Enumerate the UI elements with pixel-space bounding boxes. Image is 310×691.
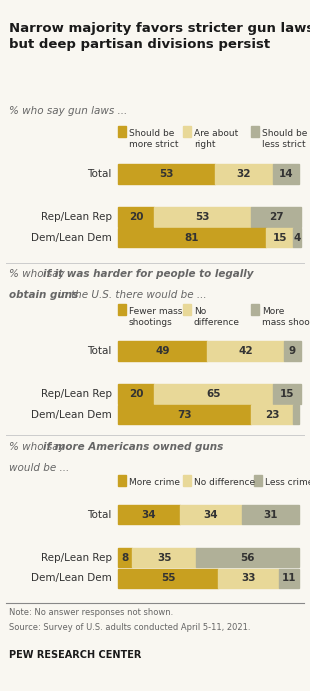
Bar [118, 405, 251, 424]
Text: 34: 34 [142, 510, 156, 520]
Text: Less crime: Less crime [265, 478, 310, 487]
Text: if more Americans owned guns: if more Americans owned guns [43, 442, 224, 452]
Bar [118, 384, 154, 404]
Text: 20: 20 [129, 389, 143, 399]
Text: 20: 20 [129, 212, 143, 222]
Bar [251, 304, 259, 315]
Bar [118, 228, 266, 247]
Text: 33: 33 [241, 574, 256, 583]
Text: No
difference: No difference [194, 307, 240, 327]
Text: 35: 35 [157, 553, 172, 562]
Bar [293, 228, 301, 247]
Text: 65: 65 [206, 389, 221, 399]
Bar [118, 207, 154, 227]
Bar [251, 126, 259, 137]
Text: 42: 42 [238, 346, 253, 356]
Bar [180, 505, 242, 524]
Text: Should be
less strict: Should be less strict [262, 129, 307, 149]
Text: No difference: No difference [194, 478, 255, 487]
Text: 53: 53 [159, 169, 174, 179]
Text: More crime: More crime [129, 478, 180, 487]
Bar [132, 548, 197, 567]
Text: if it was harder for people to legally: if it was harder for people to legally [43, 269, 254, 279]
Bar [293, 405, 299, 424]
Text: 14: 14 [279, 169, 293, 179]
Text: PEW RESEARCH CENTER: PEW RESEARCH CENTER [9, 650, 142, 659]
Bar [118, 475, 126, 486]
Bar [197, 548, 299, 567]
Text: Note: No answer responses not shown.: Note: No answer responses not shown. [9, 608, 174, 617]
Text: Total: Total [87, 510, 112, 520]
Text: Total: Total [87, 346, 112, 356]
Text: 15: 15 [280, 389, 294, 399]
Bar [118, 341, 207, 361]
Bar [279, 569, 299, 588]
Text: Total: Total [87, 169, 112, 179]
Bar [207, 341, 284, 361]
Text: in the U.S. there would be ...: in the U.S. there would be ... [55, 290, 207, 300]
Bar [273, 164, 299, 184]
Bar [118, 569, 218, 588]
Bar [118, 126, 126, 137]
Text: 32: 32 [237, 169, 251, 179]
Text: 53: 53 [196, 212, 210, 222]
Bar [284, 341, 301, 361]
Text: 81: 81 [185, 233, 199, 243]
Text: % who say: % who say [9, 269, 68, 279]
Bar [242, 505, 299, 524]
Bar [183, 126, 191, 137]
Text: 31: 31 [263, 510, 278, 520]
Text: would be ...: would be ... [9, 463, 69, 473]
Bar [118, 164, 215, 184]
Text: Rep/Lean Rep: Rep/Lean Rep [41, 553, 112, 562]
Bar [154, 207, 251, 227]
Text: Rep/Lean Rep: Rep/Lean Rep [41, 389, 112, 399]
Bar [266, 228, 293, 247]
Text: 23: 23 [265, 410, 280, 419]
Bar [251, 207, 301, 227]
Bar [118, 304, 126, 315]
Bar [118, 548, 132, 567]
Text: Dem/Lean Dem: Dem/Lean Dem [31, 574, 112, 583]
Text: % who say gun laws ...: % who say gun laws ... [9, 106, 127, 115]
Text: Source: Survey of U.S. adults conducted April 5-11, 2021.: Source: Survey of U.S. adults conducted … [9, 623, 251, 632]
Text: obtain guns: obtain guns [9, 290, 78, 300]
Bar [183, 304, 191, 315]
Text: 15: 15 [272, 233, 287, 243]
Text: 73: 73 [177, 410, 192, 419]
Text: Fewer mass
shootings: Fewer mass shootings [129, 307, 182, 327]
Text: Should be
more strict: Should be more strict [129, 129, 178, 149]
Text: 49: 49 [155, 346, 170, 356]
Bar [183, 475, 191, 486]
Text: Dem/Lean Dem: Dem/Lean Dem [31, 233, 112, 243]
Text: 27: 27 [269, 212, 283, 222]
Text: 8: 8 [122, 553, 129, 562]
Text: 4: 4 [293, 233, 301, 243]
Text: 9: 9 [289, 346, 296, 356]
Text: Are about
right: Are about right [194, 129, 238, 149]
Text: More
mass shootings: More mass shootings [262, 307, 310, 327]
Bar [218, 569, 279, 588]
Bar [273, 384, 301, 404]
Bar [251, 405, 293, 424]
Bar [154, 384, 273, 404]
Text: 56: 56 [241, 553, 255, 562]
Text: 11: 11 [281, 574, 296, 583]
Bar [254, 475, 262, 486]
Text: 55: 55 [161, 574, 175, 583]
Text: 34: 34 [204, 510, 218, 520]
Bar [215, 164, 273, 184]
Text: Dem/Lean Dem: Dem/Lean Dem [31, 410, 112, 419]
Text: Rep/Lean Rep: Rep/Lean Rep [41, 212, 112, 222]
Bar [118, 505, 180, 524]
Text: Narrow majority favors stricter gun laws,
but deep partisan divisions persist: Narrow majority favors stricter gun laws… [9, 22, 310, 51]
Text: % who say: % who say [9, 442, 68, 452]
